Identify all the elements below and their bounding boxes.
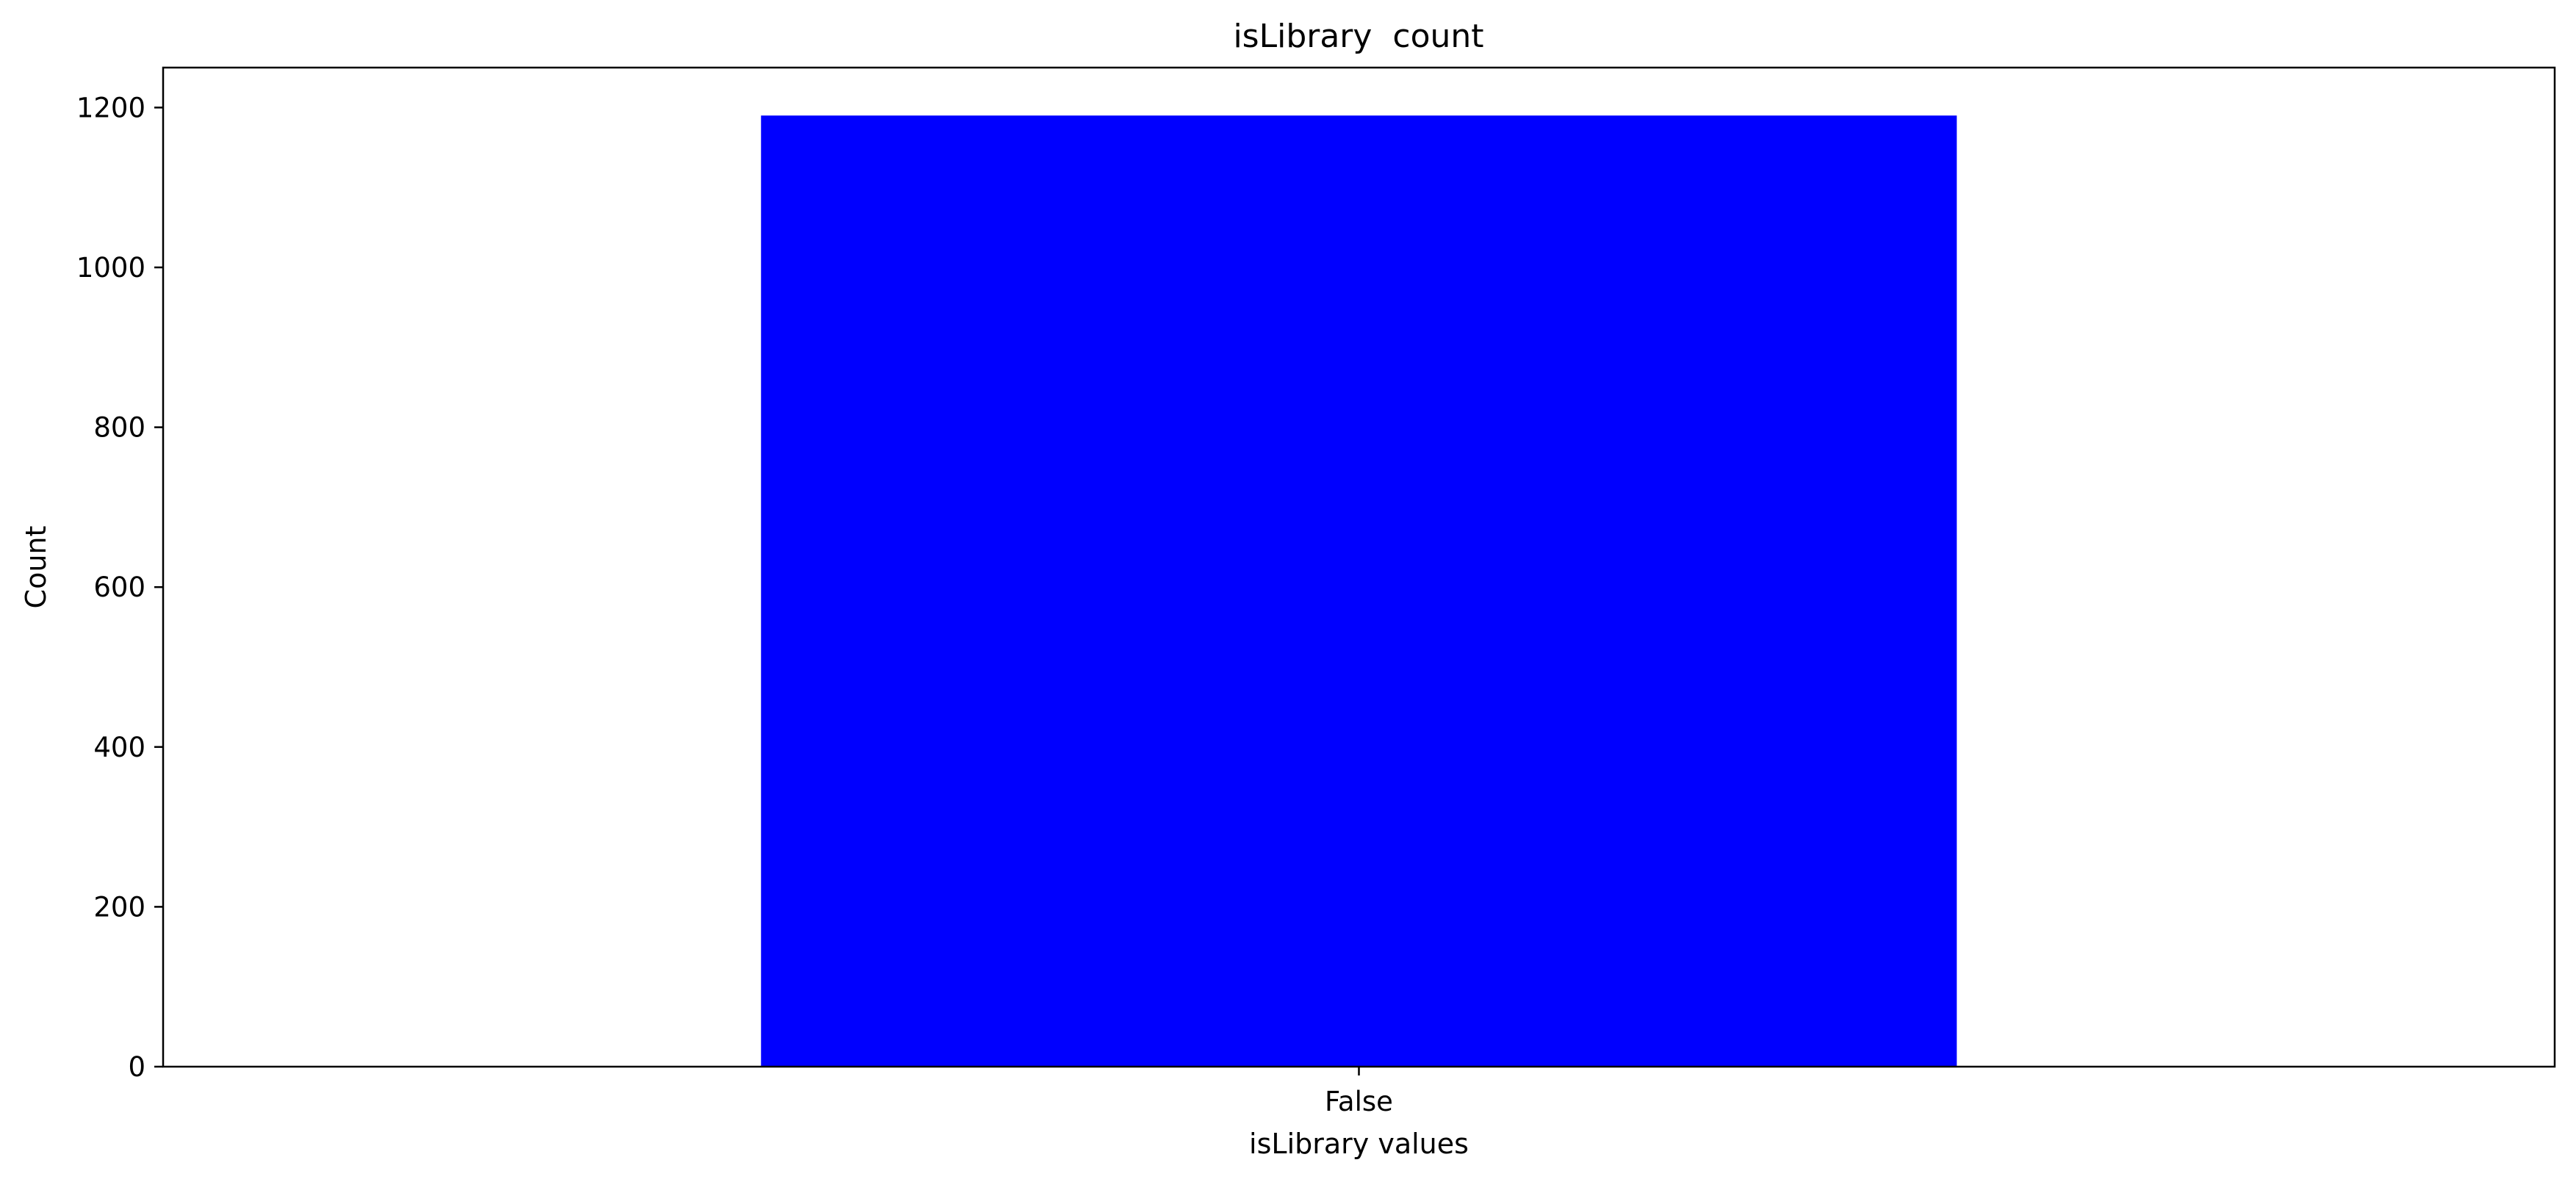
bars-group [760,115,1957,1067]
y-tick-label: 800 [93,412,145,444]
chart-title: isLibrary count [1233,18,1483,55]
y-axis-label: Count [20,526,52,609]
x-axis: False [1325,1067,1393,1117]
y-tick-label: 600 [93,572,145,603]
y-tick-label: 0 [128,1051,145,1083]
y-tick-label: 1200 [76,92,145,123]
plot-frame [162,66,2556,1068]
y-tick-label: 1000 [76,252,145,284]
y-axis: 0 200 400 600 800 1000 1200 [76,92,163,1083]
y-tick-label: 400 [93,732,145,763]
bar-false [760,115,1957,1067]
x-axis-label: isLibrary values [1249,1128,1469,1160]
y-tick-label: 200 [93,891,145,923]
x-tick-label: False [1325,1086,1393,1117]
